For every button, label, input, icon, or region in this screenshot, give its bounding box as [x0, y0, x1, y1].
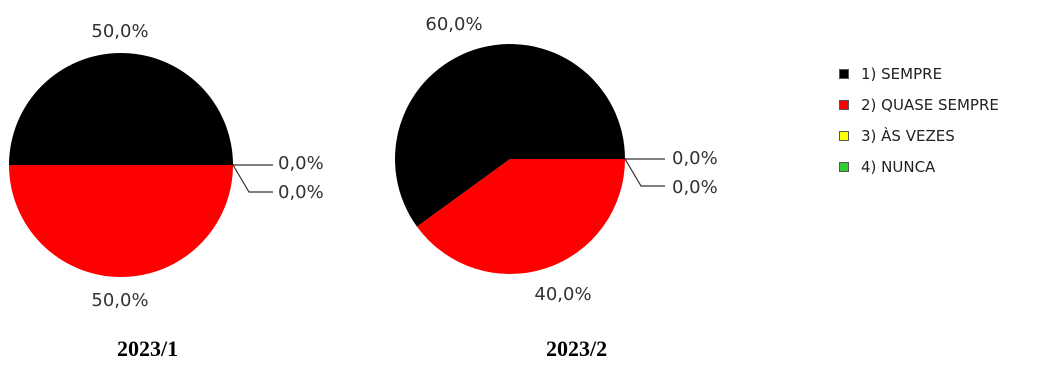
label-nunca: 0,0% — [672, 177, 718, 198]
label-quase-sempre: 50,0% — [91, 290, 148, 311]
legend-label: 1) SEMPRE — [861, 64, 943, 83]
legend-item-as-vezes: 3) ÀS VEZES — [839, 120, 999, 151]
slice-sempre — [394, 44, 625, 227]
label-nunca: 0,0% — [278, 182, 324, 203]
leader-line-nunca — [624, 158, 665, 187]
legend-item-quase-sempre: 2) QUASE SEMPRE — [839, 89, 999, 120]
legend-label: 4) NUNCA — [861, 157, 936, 176]
legend-label: 2) QUASE SEMPRE — [861, 95, 999, 114]
chart-2-title: 2023/2 — [546, 336, 608, 361]
legend-swatch — [839, 161, 849, 172]
label-sempre: 50,0% — [91, 21, 148, 42]
legend: 1) SEMPRE 2) QUASE SEMPRE 3) ÀS VEZES 4)… — [839, 58, 999, 182]
slice-quase-sempre — [9, 165, 233, 277]
label-as-vezes: 0,0% — [278, 153, 324, 174]
pie-chart-2: 60,0% 40,0% 0,0% 0,0% — [394, 14, 718, 305]
label-as-vezes: 0,0% — [672, 148, 718, 169]
chart-1-title: 2023/1 — [117, 336, 179, 361]
label-quase-sempre: 40,0% — [534, 284, 591, 305]
legend-swatch — [839, 130, 849, 141]
legend-item-sempre: 1) SEMPRE — [839, 58, 999, 89]
legend-label: 3) ÀS VEZES — [861, 126, 955, 145]
legend-item-nunca: 4) NUNCA — [839, 151, 999, 182]
slice-quase-sempre — [416, 159, 625, 275]
pie-chart-1: 50,0% 50,0% 0,0% 0,0% — [9, 21, 324, 311]
leader-line-nunca — [232, 164, 273, 193]
slice-sempre — [9, 53, 233, 165]
legend-swatch — [839, 68, 849, 79]
label-sempre: 60,0% — [425, 14, 482, 35]
legend-swatch — [839, 99, 849, 110]
